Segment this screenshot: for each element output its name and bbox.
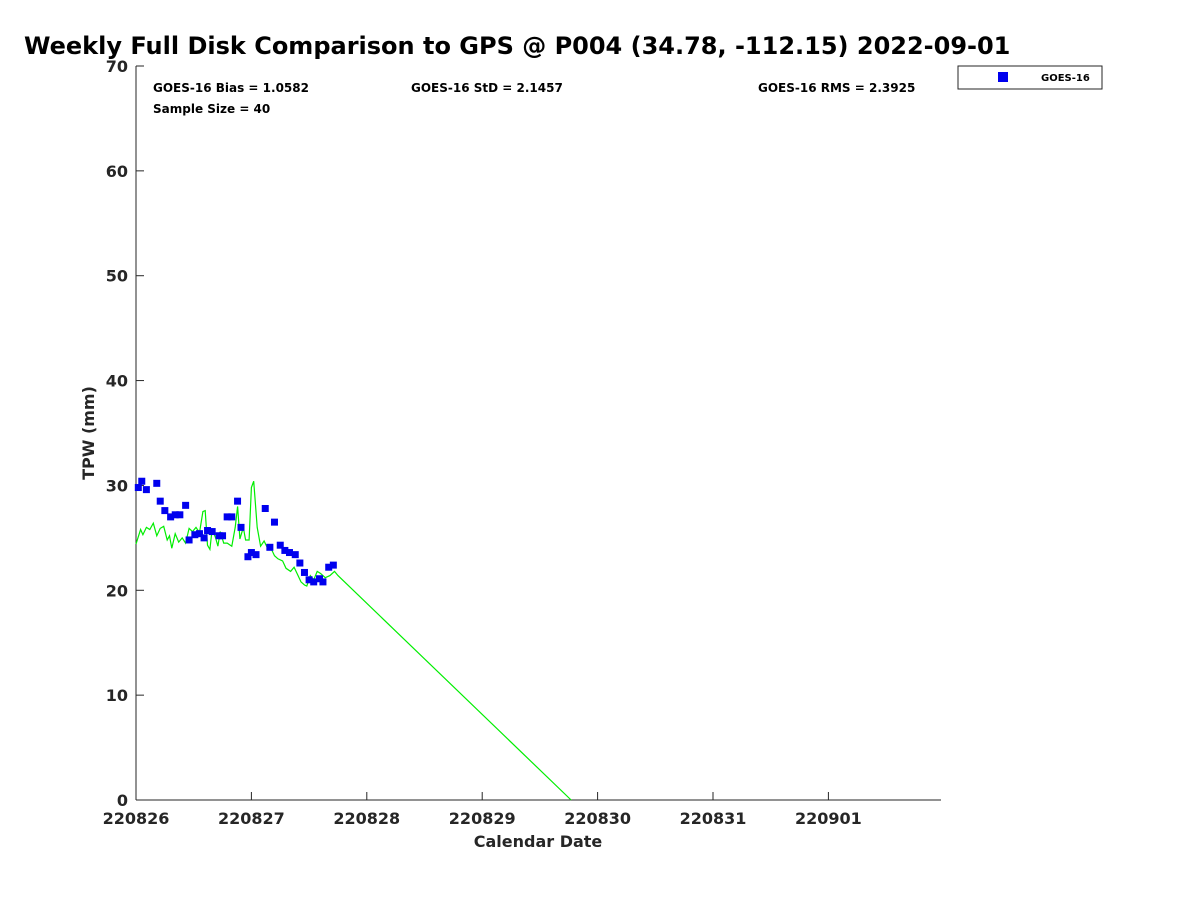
- x-tick-label: 220831: [680, 809, 747, 828]
- chart-title: Weekly Full Disk Comparison to GPS @ P00…: [24, 32, 1010, 60]
- goes16-point: [244, 553, 252, 561]
- goes16-point: [191, 531, 199, 539]
- goes16-point: [208, 528, 216, 536]
- goes16-point: [270, 518, 278, 526]
- goes16-scatter-series: [134, 477, 337, 586]
- goes16-point: [296, 559, 304, 567]
- x-tick-label: 220828: [333, 809, 400, 828]
- goes16-point: [319, 578, 327, 586]
- goes16-point: [281, 546, 289, 554]
- goes16-point: [185, 536, 193, 544]
- x-axis-ticks: 220826 220827 220828 220829 220830 220831 2209…: [103, 792, 862, 828]
- goes16-point: [285, 549, 293, 557]
- y-tick-label: 40: [106, 372, 128, 391]
- goes16-point: [247, 549, 255, 557]
- x-axis-label: Calendar Date: [474, 832, 603, 851]
- x-tick-label: 220829: [449, 809, 516, 828]
- goes16-point: [266, 543, 274, 551]
- plot-area: [135, 66, 941, 801]
- goes16-point: [237, 523, 245, 531]
- std-stat: GOES-16 StD = 2.1457: [411, 81, 563, 95]
- goes16-point: [156, 497, 164, 505]
- goes16-point: [252, 551, 260, 559]
- x-tick-label: 220827: [218, 809, 285, 828]
- goes16-point: [223, 513, 231, 521]
- goes16-point: [228, 513, 236, 521]
- y-tick-label: 30: [106, 476, 128, 495]
- legend: GOES-16: [957, 65, 1103, 90]
- goes16-point: [171, 511, 179, 519]
- goes16-point: [167, 513, 175, 521]
- y-tick-label: 20: [106, 581, 128, 600]
- legend-marker-goes16: [998, 72, 1008, 82]
- goes16-point: [305, 576, 313, 584]
- y-tick-label: 10: [106, 686, 128, 705]
- goes16-point: [300, 568, 308, 576]
- goes16-point: [310, 578, 318, 586]
- x-tick-label: 220901: [795, 809, 862, 828]
- x-tick-label: 220830: [564, 809, 631, 828]
- y-axis-label: TPW (mm): [79, 386, 98, 480]
- gps-line-series: [135, 480, 572, 801]
- goes16-point: [182, 501, 190, 509]
- legend-label-goes16: GOES-16: [1041, 73, 1090, 84]
- goes16-point: [195, 530, 203, 538]
- goes16-point: [176, 511, 184, 519]
- goes16-point: [219, 532, 227, 540]
- gps-tpw-line: [135, 480, 572, 801]
- goes16-point: [153, 479, 161, 487]
- goes16-point: [161, 507, 169, 515]
- sample-size-stat: Sample Size = 40: [153, 102, 270, 116]
- goes16-point: [204, 527, 212, 535]
- goes16-point: [142, 486, 150, 494]
- goes16-point: [276, 541, 284, 549]
- goes16-point: [261, 504, 269, 512]
- bias-stat: GOES-16 Bias = 1.0582: [153, 81, 309, 95]
- legend-box: [957, 65, 1103, 90]
- y-tick-label: 70: [106, 57, 128, 76]
- goes16-point: [138, 477, 146, 485]
- rms-stat: GOES-16 RMS = 2.3925: [758, 81, 915, 95]
- goes16-point: [234, 497, 242, 505]
- goes16-point: [329, 561, 337, 569]
- x-tick-label: 220826: [103, 809, 170, 828]
- y-tick-label: 0: [117, 791, 128, 810]
- goes16-point: [134, 484, 142, 492]
- y-axis-ticks: 0 10 20 30 40 50 60 70: [106, 57, 144, 810]
- y-tick-label: 50: [106, 267, 128, 286]
- goes16-point: [291, 551, 299, 559]
- goes16-point: [325, 563, 333, 571]
- y-tick-label: 60: [106, 162, 128, 181]
- goes16-point: [200, 534, 208, 542]
